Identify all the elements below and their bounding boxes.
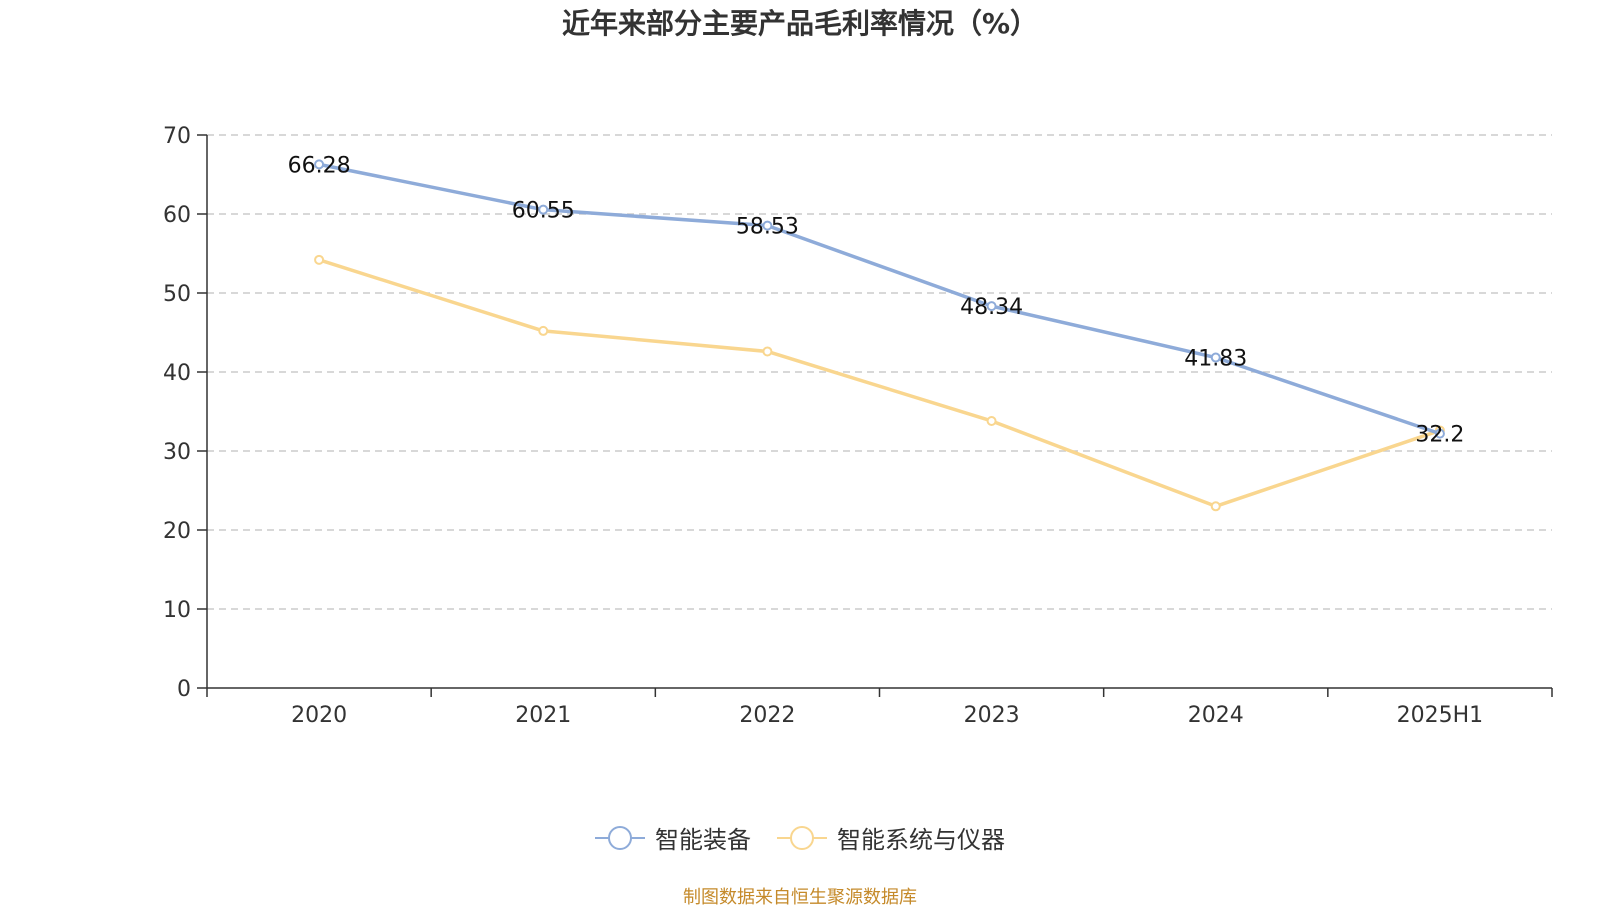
x-tick-label: 2022 xyxy=(739,703,795,728)
x-tick-label: 2025H1 xyxy=(1397,703,1484,728)
legend-item-series-2[interactable]: 智能系统与仪器 xyxy=(777,820,1005,855)
line-chart: 0 10 20 30 40 50 60 70 2020 2021 2022 2023 2024 2025H… xyxy=(163,124,1553,728)
data-point-series-2 xyxy=(1210,501,1221,512)
data-point-series-1 xyxy=(1434,428,1445,439)
x-tick-label: 2024 xyxy=(1188,703,1244,728)
legend-marker-series-1 xyxy=(595,825,645,850)
x-tick-label: 2020 xyxy=(291,703,347,728)
series-line-1 xyxy=(318,162,1441,436)
legend-item-series-1[interactable]: 智能装备 xyxy=(595,820,751,855)
data-point-series-1 xyxy=(1210,352,1221,363)
y-tick-label: 10 xyxy=(163,598,191,623)
data-label-series-1: 60.55 xyxy=(512,199,575,224)
data-label-series-1: 48.34 xyxy=(960,295,1023,320)
data-point-series-1 xyxy=(762,220,773,231)
data-point-series-1 xyxy=(538,204,549,215)
y-tick-label: 70 xyxy=(163,124,191,149)
x-tick-label: 2021 xyxy=(515,703,571,728)
x-tick-label: 2023 xyxy=(964,703,1020,728)
chart-title: 近年来部分主要产品毛利率情况（%） xyxy=(561,7,1039,40)
data-label-series-1: 58.53 xyxy=(736,215,799,240)
y-tick-label: 20 xyxy=(163,519,191,544)
data-point-series-2 xyxy=(762,346,773,357)
legend: 智能装备 智能系统与仪器 xyxy=(0,820,1600,855)
legend-label-series-2: 智能系统与仪器 xyxy=(837,826,1005,854)
legend-marker-series-2 xyxy=(777,825,827,850)
y-tick-label: 30 xyxy=(163,440,191,465)
data-label-series-1: 32.2 xyxy=(1415,423,1464,448)
y-tick-label: 50 xyxy=(163,282,191,307)
y-tick-label: 0 xyxy=(177,677,191,702)
data-point-series-2 xyxy=(986,415,997,426)
data-point-series-1 xyxy=(986,301,997,312)
data-label-series-1: 66.28 xyxy=(288,153,351,178)
series-line-2 xyxy=(318,258,1441,509)
y-tick-label: 40 xyxy=(163,361,191,386)
source-note: 制图数据来自恒生聚源数据库 xyxy=(683,887,917,908)
data-label-series-1: 41.83 xyxy=(1184,347,1247,372)
data-point-series-2 xyxy=(314,254,325,265)
data-point-series-2 xyxy=(538,325,549,336)
legend-label-series-1: 智能装备 xyxy=(655,826,751,854)
data-point-series-1 xyxy=(314,159,325,170)
y-tick-label: 60 xyxy=(163,203,191,228)
